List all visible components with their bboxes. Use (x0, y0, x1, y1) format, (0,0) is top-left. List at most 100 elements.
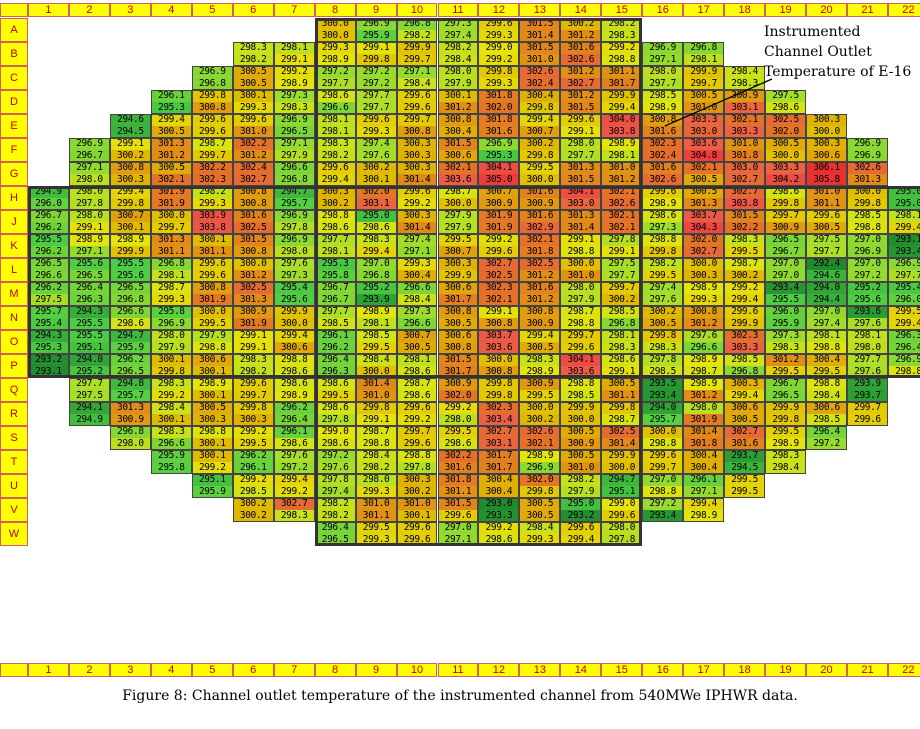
channel-cell-T-9: 298.4 298.2 (355, 450, 397, 475)
cell-value-bottom: 296.3 (76, 294, 103, 306)
cell-value-bottom: 300.7 (444, 246, 472, 258)
channel-cell-Q-15: 300.5 301.1 (601, 378, 643, 403)
cell-value-bottom: 302.6 (567, 54, 595, 66)
cell-value-top: 301.6 (526, 210, 554, 222)
channel-cell-O-2: 295.5 295.1 (68, 330, 110, 355)
channel-cell-H-21: 300.0 299.8 (847, 186, 888, 211)
cell-value-bottom: 295.6 (854, 294, 881, 306)
cell-value-top: 300.0 (158, 210, 185, 222)
channel-cell-S-16: 300.0 298.8 (642, 426, 684, 451)
cell-value-bottom: 298.6 (321, 222, 349, 234)
cell-value-bottom: 299.6 (403, 438, 431, 450)
channel-cell-Q-12: 299.8 299.8 (478, 378, 520, 403)
channel-cell-D-12: 301.8 302.0 (478, 90, 520, 115)
cell-value-bottom: 300.1 (403, 510, 431, 522)
cell-value-bottom: 297.4 (321, 486, 349, 498)
channel-cell-J-2: 298.0 299.1 (68, 210, 110, 235)
cell-value-bottom: 298.7 (608, 414, 636, 426)
cell-value-top: 300.3 (813, 138, 840, 150)
cell-value-top: 298.1 (895, 210, 920, 222)
cell-value-bottom: 297.9 (444, 222, 472, 234)
channel-cell-L-18: 298.7 300.2 (724, 258, 766, 283)
cell-value-top: 298.3 (239, 354, 267, 366)
cell-value-top: 299.5 (772, 426, 799, 438)
cell-value-bottom: 303.8 (731, 198, 758, 210)
cell-value-bottom: 298.1 (690, 54, 717, 66)
cell-value-bottom: 301.8 (526, 246, 554, 258)
channel-cell-O-8: 296.1 296.2 (314, 330, 356, 355)
channel-cell-Q-7: 298.6 298.9 (273, 378, 315, 403)
cell-value-bottom: 299.3 (526, 534, 554, 546)
channel-cell-S-4: 298.3 296.6 (150, 426, 192, 451)
channel-cell-L-8: 295.3 295.8 (314, 258, 356, 283)
cell-value-top: 301.0 (608, 162, 636, 174)
cell-value-top: 299.9 (772, 402, 799, 414)
cell-value-top: 300.3 (813, 114, 840, 126)
cell-value-bottom: 296.9 (854, 150, 881, 162)
cell-value-bottom: 297.7 (321, 78, 349, 90)
cell-value-top: 300.3 (731, 378, 758, 390)
cell-value-top: 298.9 (198, 378, 226, 390)
cell-value-top: 302.7 (485, 258, 513, 270)
cell-value-top: 296.1 (321, 330, 349, 342)
cell-value-bottom: 296.0 (35, 198, 62, 210)
cell-value-top: 296.9 (649, 42, 677, 54)
cell-value-top: 304.0 (608, 114, 636, 126)
cell-value-bottom: 303.3 (731, 126, 758, 138)
cell-value-top: 299.4 (117, 186, 144, 198)
channel-cell-K-3: 298.9 299.9 (109, 234, 151, 259)
cell-value-top: 297.0 (362, 258, 390, 270)
channel-cell-H-13: 301.6 300.9 (519, 186, 561, 211)
channel-cell-K-10: 297.4 297.1 (396, 234, 438, 259)
cell-value-top: 300.5 (772, 138, 799, 150)
channel-cell-H-15: 302.1 302.6 (601, 186, 643, 211)
cell-value-top: 297.0 (649, 474, 677, 486)
cell-value-bottom: 293.1 (35, 366, 62, 378)
channel-cell-V-16: 297.2 293.4 (642, 498, 684, 523)
cell-value-bottom: 298.4 (813, 390, 840, 402)
channel-cell-N-17: 300.8 301.2 (683, 306, 725, 331)
figure-caption: Figure 8: Channel outlet temperature of … (122, 688, 798, 704)
channel-cell-V-9: 301.0 301.1 (355, 498, 397, 523)
channel-cell-Q-17: 298.9 301.2 (683, 378, 725, 403)
cell-value-top: 304.1 (567, 354, 595, 366)
cell-value-bottom: 300.5 (526, 342, 554, 354)
channel-cell-J-20: 299.6 300.5 (806, 210, 847, 235)
channel-cell-L-12: 302.7 302.5 (478, 258, 520, 283)
channel-cell-R-7: 296.2 296.4 (273, 402, 315, 427)
cell-value-top: 302.5 (772, 114, 799, 126)
cell-value-top: 301.4 (362, 378, 390, 390)
cell-value-bottom: 301.2 (526, 294, 554, 306)
channel-cell-F-11: 301.5 300.6 (437, 138, 479, 163)
cell-value-top: 302.7 (731, 186, 758, 198)
cell-value-top: 298.8 (321, 210, 349, 222)
channel-cell-N-19: 296.0 295.9 (765, 306, 807, 331)
channel-cell-F-15: 298.9 298.1 (601, 138, 643, 163)
channel-cell-L-21: 297.0 297.2 (847, 258, 888, 283)
cell-value-bottom: 299.3 (239, 102, 267, 114)
channel-cell-J-4: 300.0 299.7 (150, 210, 192, 235)
channel-cell-B-13: 301.5 301.0 (519, 42, 561, 67)
cell-value-bottom: 301.0 (362, 390, 390, 402)
cell-value-bottom: 298.4 (403, 294, 431, 306)
channel-cell-A-12: 299.6 299.3 (478, 18, 520, 43)
channel-cell-H-8: 300.3 300.2 (314, 186, 356, 211)
column-label-bottom: 22 (887, 663, 920, 677)
channel-cell-H-11: 298.7 300.0 (437, 186, 479, 211)
cell-value-bottom: 295.1 (608, 486, 636, 498)
cell-value-top: 298.9 (76, 234, 103, 246)
row-label-left: T (0, 450, 28, 475)
cell-value-top: 299.7 (567, 330, 595, 342)
cell-value-bottom: 296.5 (76, 270, 103, 282)
cell-value-bottom: 297.9 (567, 294, 595, 306)
cell-value-bottom: 300.9 (772, 222, 799, 234)
cell-value-bottom: 295.6 (280, 294, 308, 306)
cell-value-bottom: 300.9 (526, 318, 554, 330)
cell-value-top: 300.0 (526, 402, 554, 414)
cell-value-top: 298.8 (567, 378, 595, 390)
cell-value-top: 295.0 (895, 186, 920, 198)
channel-cell-J-3: 300.7 300.1 (109, 210, 151, 235)
cell-value-bottom: 301.1 (444, 486, 472, 498)
cell-value-top: 299.4 (280, 330, 308, 342)
cell-value-top: 299.6 (362, 114, 390, 126)
